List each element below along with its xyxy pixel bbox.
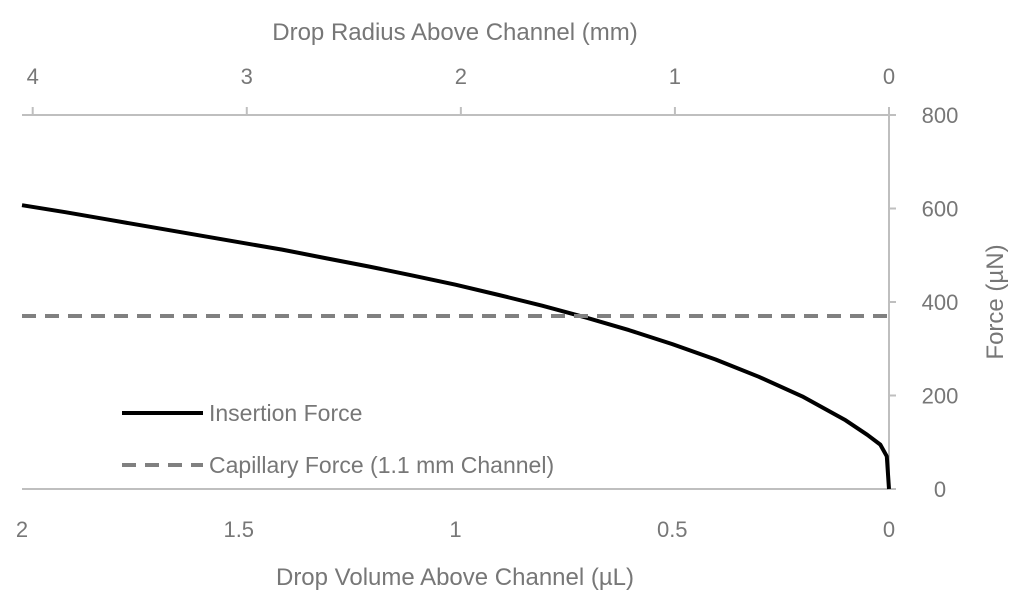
series-layer	[21, 203, 891, 490]
y-tick-label: 600	[922, 197, 959, 222]
legend-label-capillary-force: Capillary Force (1.1 mm Channel)	[209, 452, 554, 478]
x2-tick-label: 3	[241, 64, 253, 89]
x2-axis-title: Drop Radius Above Channel (mm)	[272, 19, 638, 46]
x2-tick-label: 0	[883, 64, 895, 89]
x-tick-label: 0.5	[657, 517, 688, 542]
x-tick-label: 1	[449, 517, 461, 542]
x2-tick-label: 4	[27, 64, 39, 89]
top-tick-marks	[31, 107, 890, 115]
y-tick-label: 200	[922, 384, 959, 409]
x2-tick-label: 1	[669, 64, 681, 89]
y-tick-label: 0	[934, 477, 946, 502]
x-tick-label: 2	[16, 517, 28, 542]
y-tick-label: 800	[922, 103, 959, 128]
y-tick-label: 400	[922, 290, 959, 315]
tick-labels: 2 1.5 1 0.5 0 4 3 2 1 0 0 200 400 600 800	[16, 64, 958, 542]
legend: Insertion Force Capillary Force (1.1 mm …	[122, 400, 554, 478]
x-tick-label: 0	[883, 517, 895, 542]
x2-tick-label: 2	[455, 64, 467, 89]
x-axis-title: Drop Volume Above Channel (µL)	[276, 564, 634, 591]
y-tick-marks	[889, 114, 896, 490]
insertion-force-line	[21, 203, 891, 490]
x-tick-label: 1.5	[223, 517, 254, 542]
y-axis-title: Force (µN)	[982, 244, 1009, 359]
legend-label-insertion-force: Insertion Force	[209, 400, 362, 426]
